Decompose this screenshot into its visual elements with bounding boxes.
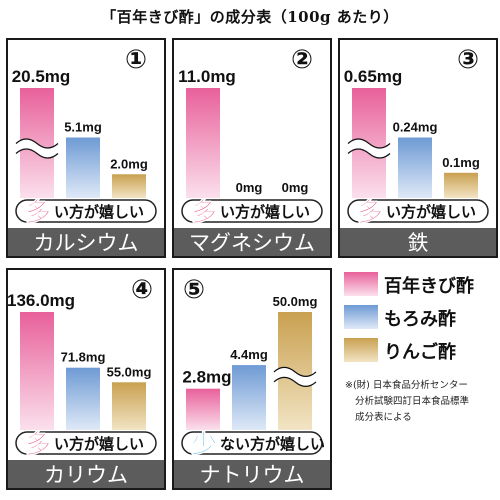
badge-emphasis: 多 xyxy=(25,198,51,228)
nutrient-title: 鉄 xyxy=(408,231,429,255)
value-label: 20.5mg xyxy=(12,67,71,86)
panel-number: ② xyxy=(291,45,313,75)
legend-swatch xyxy=(344,338,378,362)
bar-3 xyxy=(112,174,146,198)
title-bar xyxy=(174,228,330,256)
value-label: 55.0mg xyxy=(107,364,152,379)
panel-potassium: 136.0mg 71.8mg 55.0mg ④ 多い方が嬉しいカリウム xyxy=(6,268,166,490)
value-label: 2.0mg xyxy=(110,156,148,171)
legend-label: りんご酢 xyxy=(384,342,456,363)
panel-number: ③ xyxy=(457,45,479,75)
panel-calcium: 20.5mg 5.1mg 2.0mg ① 多い方が嬉しいカルシウム xyxy=(6,38,166,258)
bar-2 xyxy=(66,367,100,430)
badge-text: い方が嬉しい xyxy=(54,203,144,221)
bar-2 xyxy=(398,137,432,198)
legend-item: もろみ酢 xyxy=(344,303,494,336)
panel-iron: 0.65mg 0.24mg 0.1mg ③ 多い方が嬉しい鉄 xyxy=(338,38,498,258)
nutrient-title: ナトリウム xyxy=(200,463,305,487)
value-label: 71.8mg xyxy=(61,350,106,365)
value-label: 5.1mg xyxy=(64,120,102,135)
value-label: 0.1mg xyxy=(442,155,480,170)
axis-break xyxy=(12,139,62,158)
legend-swatch xyxy=(344,272,378,296)
value-label: 136.0mg xyxy=(8,291,75,310)
badge xyxy=(15,199,157,223)
bar-1 xyxy=(20,312,54,430)
value-label: 50.0mg xyxy=(273,294,318,309)
panel-number: ⑤ xyxy=(183,275,205,305)
badge-emphasis: 多 xyxy=(25,430,51,460)
legend-item: りんご酢 xyxy=(344,336,494,369)
badge-emphasis: 多 xyxy=(357,198,383,228)
panel-number: ① xyxy=(125,45,147,75)
value-label: 11.0mg xyxy=(178,67,236,86)
badge-emphasis: 多 xyxy=(191,198,217,228)
bar-2 xyxy=(232,365,266,430)
value-label: 0.65mg xyxy=(344,67,403,86)
bar-1 xyxy=(186,88,220,198)
nutrient-title: マグネシウム xyxy=(189,231,315,255)
axis-break xyxy=(344,139,394,158)
bar-1 xyxy=(186,388,220,430)
note-line: 分析試験四訂日本食品標準 xyxy=(355,396,470,407)
legend-label: 百年きび酢 xyxy=(384,276,474,297)
badge-text: ない方が嬉しい xyxy=(220,435,325,453)
bar-2 xyxy=(66,137,100,198)
legend-label: もろみ酢 xyxy=(384,309,456,330)
nutrient-title: カリウム xyxy=(44,463,128,487)
title-bar xyxy=(8,460,164,488)
value-label: 4.4mg xyxy=(230,347,268,362)
chart-title: 「百年きび酢」の成分表（100g あたり） xyxy=(101,8,399,26)
note-line: ※(財) 日本食品分析センター xyxy=(345,380,468,391)
value-label: 0mg xyxy=(236,180,263,195)
badge-text: い方が嬉しい xyxy=(54,435,144,453)
value-label: 0.24mg xyxy=(393,120,438,135)
source-note: ※(財) 日本食品分析センター 分析試験四訂日本食品標準 成分表による xyxy=(345,378,495,426)
bar-3 xyxy=(112,382,146,430)
legend-item: 百年きび酢 xyxy=(344,270,494,303)
nutrient-title: カルシウム xyxy=(34,231,139,255)
badge xyxy=(347,199,489,223)
title-bar xyxy=(8,228,164,256)
legend-swatch xyxy=(344,305,378,329)
value-label: 0mg xyxy=(282,180,309,195)
value-label: 2.8mg xyxy=(182,368,231,387)
panel-sodium: 2.8mg 4.4mg 50.0mg ⑤ 少ない方が嬉しいナトリウム xyxy=(172,268,332,490)
badge xyxy=(181,199,323,223)
title-bar xyxy=(174,460,330,488)
bar-3 xyxy=(444,172,478,198)
title-bar xyxy=(340,228,496,256)
axis-break xyxy=(270,367,320,386)
badge xyxy=(181,431,323,455)
legend: 百年きび酢 もろみ酢 りんご酢 xyxy=(344,270,494,369)
panel-number: ④ xyxy=(131,275,153,305)
panel-magnesium: 11.0mg 0mg 0mg ② 多い方が嬉しいマグネシウム xyxy=(172,38,332,258)
badge-text: い方が嬉しい xyxy=(386,203,476,221)
note-line: 成分表による xyxy=(355,412,412,423)
badge-emphasis: 少 xyxy=(190,430,217,460)
badge-text: い方が嬉しい xyxy=(220,203,310,221)
badge xyxy=(15,431,157,455)
